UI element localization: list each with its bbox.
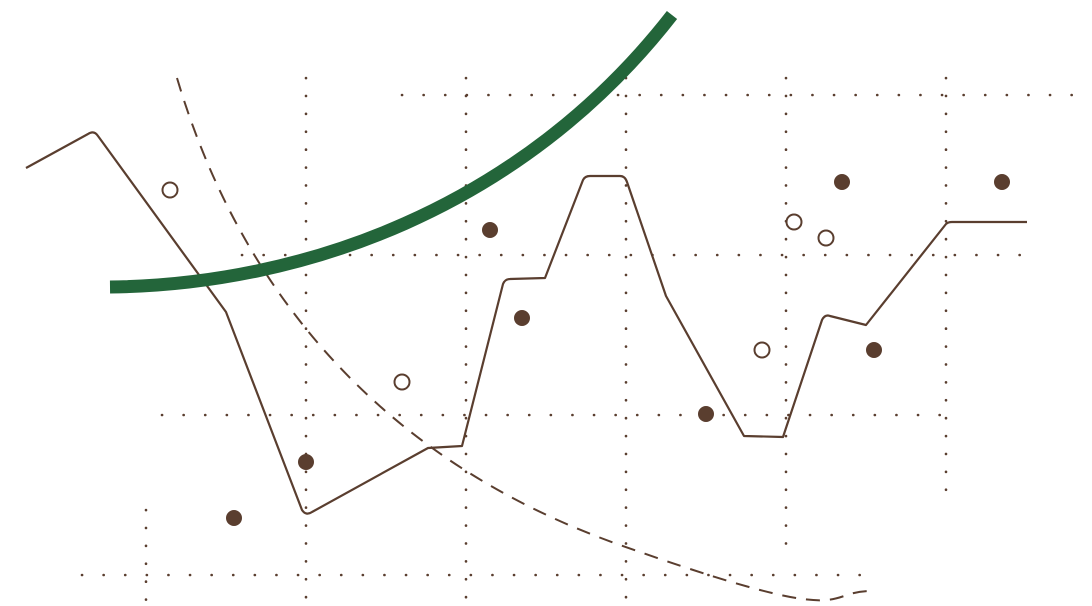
filled-point [226, 510, 242, 526]
filled-point [866, 342, 882, 358]
open-point [393, 373, 411, 391]
green-curve [109, 11, 678, 294]
filled-point [698, 406, 714, 422]
filled-point [514, 310, 530, 326]
filled-point [298, 454, 314, 470]
dotted-grid [80, 76, 1082, 602]
filled-point [834, 174, 850, 190]
open-point [785, 213, 803, 231]
filled-points [226, 174, 1010, 526]
open-point [161, 181, 179, 199]
dashed-curve [176, 77, 871, 602]
open-point [817, 229, 835, 247]
open-points [161, 181, 835, 391]
open-point [753, 341, 771, 359]
filled-point [994, 174, 1010, 190]
solid-line [25, 131, 1027, 515]
filled-point [482, 222, 498, 238]
